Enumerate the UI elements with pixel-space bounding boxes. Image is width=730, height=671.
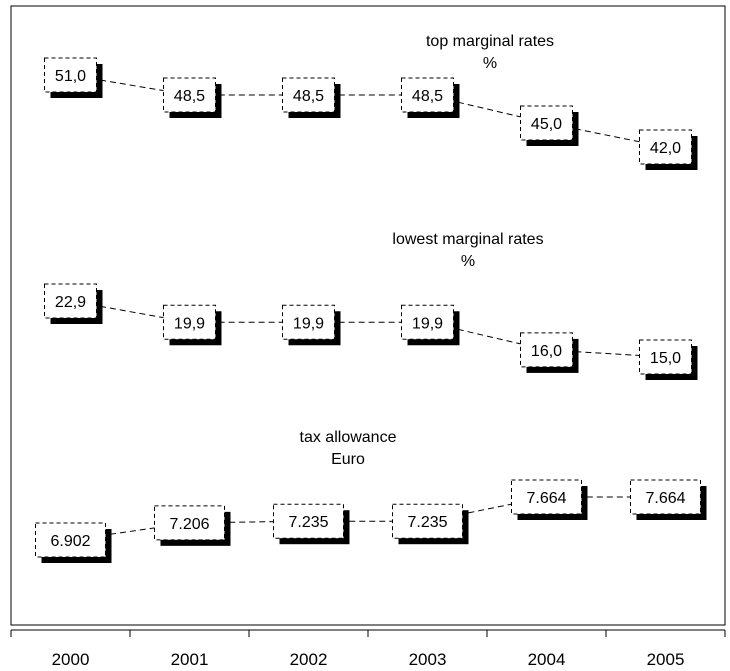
data-label: 48,5 (412, 88, 443, 105)
data-label-box (401, 304, 454, 340)
data-label-box (282, 77, 335, 113)
data-point-allowance-2005: 7.664 (630, 479, 707, 520)
data-label: 7.206 (169, 516, 209, 533)
data-point-allowance-2000: 6.902 (35, 522, 112, 563)
data-point-lowest-2003: 19,9 (401, 304, 460, 346)
data-label: 7.664 (526, 490, 566, 507)
data-label-box (520, 332, 573, 368)
data-label-box (35, 522, 106, 558)
data-label: 48,5 (174, 88, 205, 105)
series-title-allowance-line-2: Euro (331, 451, 365, 468)
data-label: 48,5 (293, 88, 324, 105)
data-label: 45,0 (531, 116, 562, 133)
series-title-lowest-line-1: lowest marginal rates (392, 231, 543, 248)
data-label: 19,9 (174, 315, 205, 332)
data-point-lowest-2005: 15,0 (639, 339, 698, 380)
data-label-box (154, 505, 225, 541)
data-label: 7.235 (407, 514, 447, 531)
data-point-top-2001: 48,5 (163, 77, 222, 118)
series-title-top-line-2: % (483, 55, 497, 72)
data-label-box (639, 339, 692, 375)
data-label-box (520, 105, 573, 141)
data-label: 19,9 (293, 315, 324, 332)
x-tick-label-2003: 2003 (409, 650, 447, 669)
data-label-box (630, 479, 701, 515)
data-label: 19,9 (412, 315, 443, 332)
data-point-top-2002: 48,5 (282, 77, 341, 118)
data-point-top-2003: 48,5 (401, 77, 460, 118)
data-label-box (282, 304, 335, 340)
data-point-allowance-2002: 7.235 (273, 503, 350, 545)
data-label: 7.664 (645, 490, 685, 507)
x-tick-label-2001: 2001 (171, 650, 209, 669)
series-top: top marginal rates% 51,0 48,5 48,5 48,5 45,0 4… (44, 33, 698, 170)
x-tick-label-2005: 2005 (647, 650, 685, 669)
data-label-box (163, 304, 216, 340)
data-label: 16,0 (531, 343, 562, 360)
data-label-box (511, 479, 582, 515)
data-point-allowance-2001: 7.206 (154, 505, 231, 546)
data-point-top-2004: 45,0 (520, 105, 579, 146)
x-tick-label-2002: 2002 (290, 650, 328, 669)
data-label: 6.902 (50, 533, 90, 550)
plot-frame (10, 5, 726, 626)
data-label-box (163, 77, 216, 113)
data-label-box (639, 129, 692, 165)
series-layer: top marginal rates% 51,0 48,5 48,5 48,5 45,0 4… (35, 33, 707, 563)
data-label-box (273, 503, 344, 539)
series-title-top-line-1: top marginal rates (426, 33, 554, 50)
data-label: 7.235 (288, 514, 328, 531)
data-label: 42,0 (650, 140, 681, 157)
data-point-allowance-2003: 7.235 (392, 503, 469, 545)
data-point-lowest-2002: 19,9 (282, 304, 341, 346)
data-label-box (392, 503, 463, 539)
data-point-allowance-2004: 7.664 (511, 479, 588, 520)
x-tick-label-2004: 2004 (528, 650, 566, 669)
x-axis: 2000 2001 2002 2003 2004 2005 (10, 629, 726, 669)
series-title-lowest-line-2: % (461, 253, 475, 270)
data-point-lowest-2001: 19,9 (163, 304, 222, 346)
series-title-allowance-line-1: tax allowance (300, 429, 397, 446)
data-label-box (401, 77, 454, 113)
series-lowest: lowest marginal rates% 22,9 19,9 19,9 19,9 16… (44, 231, 698, 380)
data-label: 22,9 (55, 294, 86, 311)
data-label: 51,0 (55, 68, 86, 85)
data-point-top-2005: 42,0 (639, 129, 698, 170)
data-point-lowest-2000: 22,9 (44, 283, 103, 324)
data-point-top-2000: 51,0 (44, 57, 103, 98)
x-tick-label-2000: 2000 (52, 650, 90, 669)
data-label: 15,0 (650, 350, 681, 367)
data-label-box (44, 283, 97, 319)
data-point-lowest-2004: 16,0 (520, 332, 579, 373)
series-allowance: tax allowance Euro 6.902 7.206 7.235 7.235 7.6… (35, 429, 707, 563)
data-label-box (44, 57, 97, 93)
